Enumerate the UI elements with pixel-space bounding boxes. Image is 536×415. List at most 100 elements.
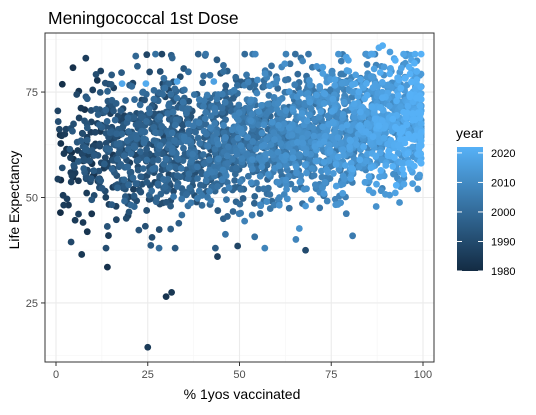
- data-point: [77, 137, 85, 145]
- data-point: [346, 127, 354, 134]
- data-point: [293, 138, 301, 146]
- y-tick-label: 50: [26, 193, 38, 205]
- data-point: [256, 172, 264, 180]
- data-point: [199, 79, 207, 87]
- data-point: [178, 211, 186, 219]
- data-point: [302, 149, 310, 157]
- data-point: [175, 219, 183, 227]
- data-point: [390, 154, 398, 161]
- data-point: [197, 181, 204, 189]
- data-point: [313, 157, 321, 165]
- data-point: [417, 50, 425, 58]
- data-point: [275, 201, 283, 209]
- data-point: [308, 165, 316, 172]
- data-point: [141, 222, 149, 230]
- data-point: [63, 195, 71, 203]
- data-point: [179, 98, 187, 106]
- data-point: [168, 148, 176, 156]
- data-point: [54, 118, 62, 125]
- data-point: [214, 207, 222, 214]
- data-point: [289, 154, 297, 162]
- data-point: [268, 118, 276, 126]
- data-point: [231, 177, 239, 184]
- data-point: [417, 83, 425, 91]
- data-point: [128, 82, 136, 90]
- data-point: [378, 78, 386, 86]
- data-point: [296, 89, 304, 97]
- data-point: [386, 102, 393, 110]
- data-point: [194, 194, 201, 202]
- data-point: [327, 86, 335, 94]
- data-point: [150, 86, 158, 94]
- data-point: [112, 216, 120, 224]
- data-point: [169, 108, 177, 116]
- data-point: [134, 62, 141, 70]
- data-point: [202, 177, 210, 185]
- y-tick-label: 75: [26, 87, 38, 99]
- x-tick-label: 50: [233, 369, 245, 381]
- data-point: [410, 162, 418, 170]
- data-point: [202, 109, 210, 117]
- data-point: [211, 105, 219, 112]
- data-point: [409, 110, 417, 117]
- data-point: [107, 80, 115, 88]
- data-point: [409, 135, 417, 143]
- data-point: [143, 178, 151, 186]
- data-point: [416, 171, 424, 179]
- data-point: [349, 121, 357, 129]
- data-point: [101, 154, 109, 162]
- data-point: [363, 91, 371, 99]
- data-point: [120, 176, 128, 184]
- data-point: [102, 106, 110, 114]
- data-point: [199, 151, 207, 158]
- data-point: [281, 76, 289, 84]
- data-point: [138, 127, 146, 135]
- data-point: [306, 111, 313, 119]
- data-point: [159, 90, 167, 98]
- data-point: [304, 130, 312, 138]
- data-point: [140, 139, 148, 147]
- data-point: [369, 84, 377, 91]
- data-point: [376, 173, 383, 181]
- data-point: [247, 179, 255, 187]
- data-point: [127, 201, 135, 209]
- data-point: [186, 184, 194, 192]
- data-point: [160, 74, 168, 82]
- data-point: [83, 124, 91, 132]
- data-point: [124, 114, 132, 122]
- data-point: [123, 137, 131, 144]
- data-point: [104, 87, 111, 95]
- data-point: [182, 191, 190, 199]
- data-point: [171, 244, 179, 252]
- data-point: [261, 70, 269, 77]
- data-point: [399, 124, 407, 132]
- data-point: [392, 181, 400, 189]
- data-point: [282, 152, 290, 159]
- data-point: [96, 140, 104, 148]
- data-point: [317, 108, 325, 115]
- data-point: [118, 69, 125, 77]
- data-point: [235, 109, 243, 117]
- data-point: [367, 50, 375, 58]
- data-point: [208, 168, 216, 176]
- data-point: [396, 199, 403, 206]
- data-point: [214, 140, 222, 148]
- data-point: [172, 116, 180, 124]
- data-point: [179, 121, 187, 129]
- data-point: [146, 109, 153, 117]
- data-point: [224, 159, 231, 167]
- data-point: [121, 197, 128, 205]
- data-point: [363, 120, 371, 128]
- data-point: [108, 71, 116, 79]
- data-point: [316, 83, 324, 90]
- data-point: [406, 93, 414, 101]
- data-point: [235, 101, 243, 109]
- data-point: [189, 150, 197, 158]
- data-point: [382, 162, 390, 169]
- data-point: [251, 233, 259, 241]
- data-point: [243, 71, 250, 79]
- data-point: [214, 253, 221, 260]
- data-point: [222, 134, 229, 142]
- data-point: [187, 199, 195, 207]
